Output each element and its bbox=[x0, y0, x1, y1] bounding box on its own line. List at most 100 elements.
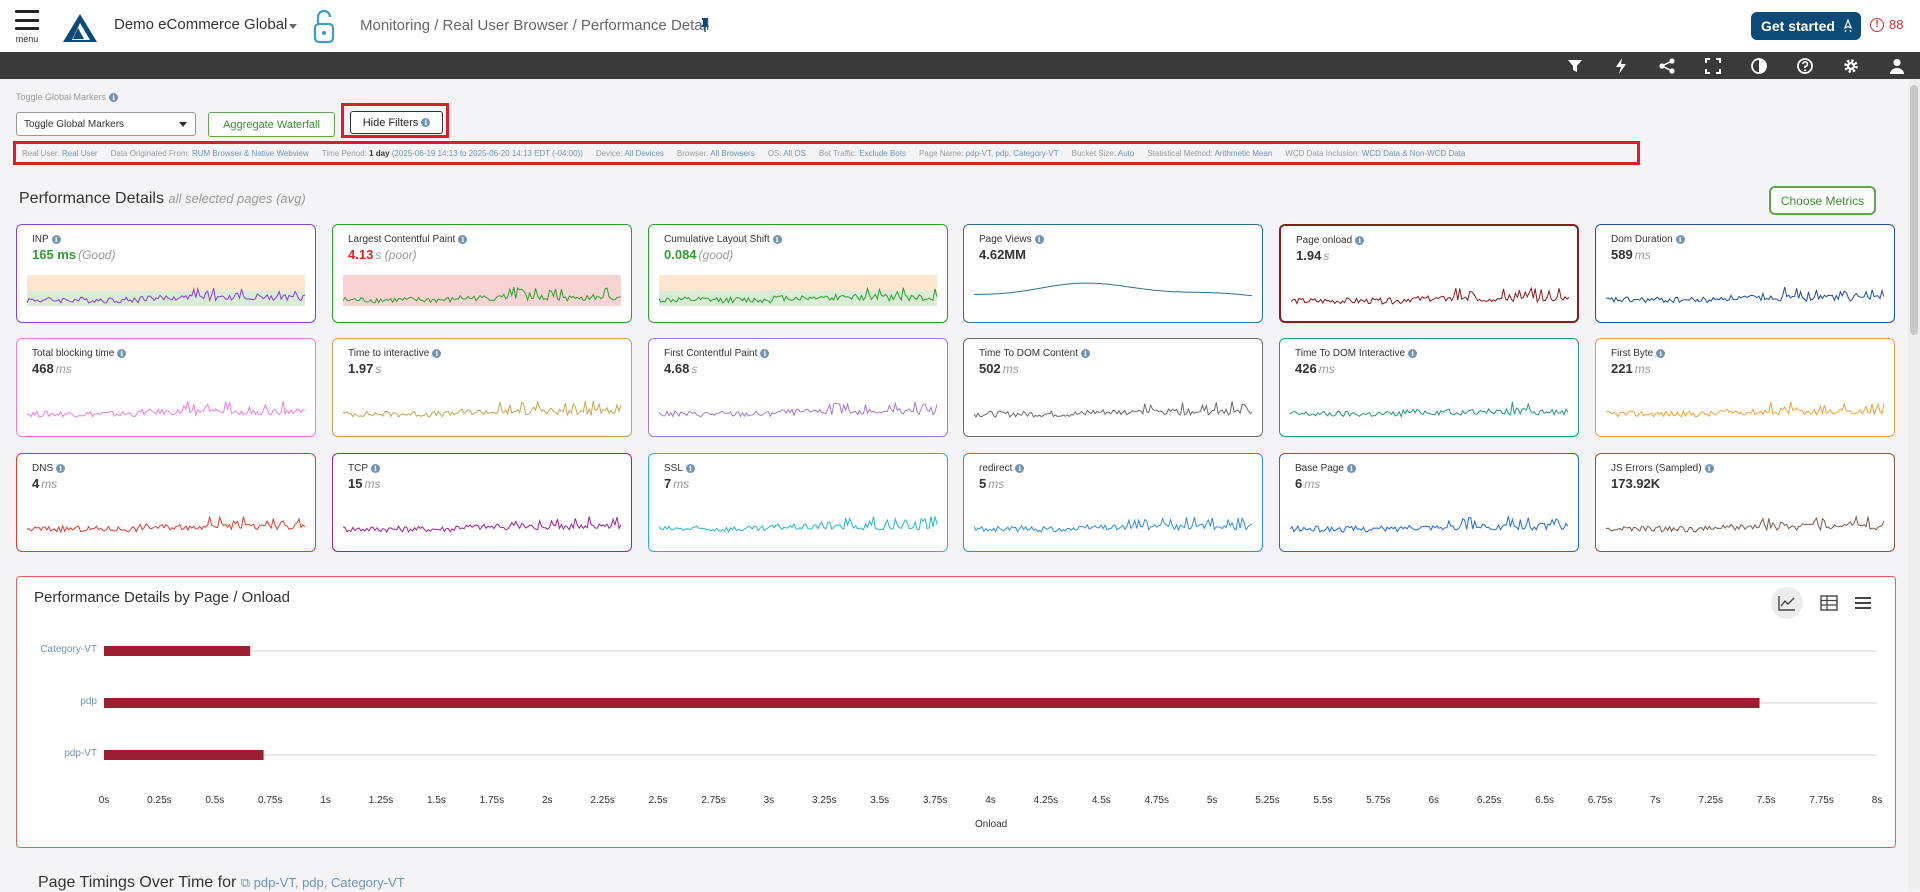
global-markers-value: Toggle Global Markers bbox=[24, 118, 125, 130]
bar-pdp[interactable] bbox=[104, 698, 1760, 708]
metric-value: 4.68 bbox=[664, 361, 690, 376]
info-icon[interactable]: i bbox=[1675, 235, 1685, 244]
info-icon[interactable]: i bbox=[1408, 349, 1418, 358]
info-icon[interactable]: i bbox=[1080, 349, 1090, 358]
metric-sparkline bbox=[1291, 286, 1569, 305]
user-icon[interactable] bbox=[1888, 57, 1906, 75]
info-icon[interactable]: i bbox=[1034, 235, 1044, 244]
category-label[interactable]: pdp-VT bbox=[64, 748, 97, 759]
menu-label: menu bbox=[15, 34, 39, 44]
list-view-button[interactable] bbox=[1847, 587, 1879, 619]
metric-title-text: INP bbox=[32, 234, 49, 245]
table-view-button[interactable] bbox=[1813, 587, 1845, 619]
info-icon[interactable]: i bbox=[1015, 464, 1025, 473]
metric-card[interactable]: Time to interactive i 1.97 s bbox=[332, 338, 632, 437]
global-markers-select[interactable]: Toggle Global Markers bbox=[16, 112, 196, 136]
global-markers-label: Toggle Global Markers i bbox=[16, 92, 119, 102]
info-icon[interactable]: i bbox=[458, 235, 468, 244]
fullscreen-icon[interactable] bbox=[1704, 57, 1722, 75]
lightning-icon[interactable] bbox=[1612, 57, 1630, 75]
metric-card[interactable]: JS Errors (Sampled) i 173.92K bbox=[1595, 453, 1895, 552]
metric-card[interactable]: Time To DOM Content i 502 ms bbox=[963, 338, 1263, 437]
metric-card[interactable]: Total blocking time i 468 ms bbox=[16, 338, 316, 437]
content-area: Toggle Global Markers i Toggle Global Ma… bbox=[0, 79, 1908, 891]
info-icon[interactable]: i bbox=[685, 464, 695, 473]
share-icon[interactable] bbox=[1658, 57, 1676, 75]
metric-title-text: First Contentful Paint bbox=[664, 348, 758, 359]
x-tick-label: 5s bbox=[1206, 795, 1218, 806]
unlock-icon[interactable] bbox=[312, 8, 338, 46]
sparkline-series bbox=[343, 516, 621, 533]
metric-card[interactable]: Largest Contentful Paint i 4.13 s (poor) bbox=[332, 224, 632, 323]
pin-icon[interactable] bbox=[698, 17, 712, 33]
metric-title-text: Dom Duration bbox=[1611, 234, 1673, 245]
metric-card[interactable]: Base Page i 6 ms bbox=[1279, 453, 1579, 552]
metric-unit: ms bbox=[1002, 362, 1019, 376]
page-timings-pages-link[interactable]: ⧉ pdp-VT, pdp, Category-VT bbox=[240, 875, 405, 890]
info-icon[interactable]: i bbox=[1355, 236, 1365, 245]
metric-title-text: TCP bbox=[348, 463, 368, 474]
info-icon[interactable]: i bbox=[51, 235, 61, 244]
performance-details-title: Performance Details all selected pages (… bbox=[19, 190, 306, 208]
category-label[interactable]: Category-VT bbox=[40, 644, 97, 655]
active-filters-bar[interactable]: Real User: Real User Data Originated From… bbox=[13, 141, 1640, 165]
hide-filters-button[interactable]: Hide Filters i bbox=[350, 111, 443, 134]
get-started-button[interactable]: Get started bbox=[1751, 12, 1861, 40]
info-icon[interactable]: i bbox=[772, 235, 782, 244]
metric-card[interactable]: INP i 165 ms (Good) bbox=[16, 224, 316, 323]
info-icon[interactable]: i bbox=[1346, 464, 1356, 473]
category-label[interactable]: pdp bbox=[80, 696, 97, 707]
info-icon[interactable]: i bbox=[117, 349, 127, 358]
logo-icon[interactable] bbox=[62, 12, 98, 44]
menu-button[interactable]: menu bbox=[12, 10, 42, 48]
info-icon[interactable]: i bbox=[432, 349, 442, 358]
vertical-scrollbar[interactable] bbox=[1908, 79, 1920, 890]
info-icon[interactable]: i bbox=[760, 349, 770, 358]
performance-details-heading: Performance Details bbox=[19, 190, 164, 207]
metric-card[interactable]: redirect i 5 ms bbox=[963, 453, 1263, 552]
metric-card[interactable]: Dom Duration i 589 ms bbox=[1595, 224, 1895, 323]
metric-unit: ms bbox=[1634, 362, 1651, 376]
org-dropdown-icon[interactable] bbox=[289, 24, 297, 29]
info-icon[interactable]: i bbox=[1704, 464, 1714, 473]
info-icon[interactable]: i bbox=[56, 464, 66, 473]
line-chart-view-button[interactable] bbox=[1771, 587, 1803, 619]
bar-pdp-vt[interactable] bbox=[104, 750, 264, 760]
x-tick-label: 2.75s bbox=[701, 795, 726, 806]
filter-key: Real User: bbox=[22, 148, 60, 158]
metric-title-text: redirect bbox=[979, 463, 1013, 474]
metric-card[interactable]: First Contentful Paint i 4.68 s bbox=[648, 338, 948, 437]
metric-sparkline bbox=[659, 401, 937, 418]
metric-card[interactable]: Page onload i 1.94 s bbox=[1279, 224, 1579, 323]
metric-card[interactable]: SSL i 7 ms bbox=[648, 453, 948, 552]
metric-card[interactable]: Time To DOM Interactive i 426 ms bbox=[1279, 338, 1579, 437]
aggregate-waterfall-button[interactable]: Aggregate Waterfall bbox=[208, 112, 335, 137]
scrollbar-thumb[interactable] bbox=[1910, 85, 1918, 335]
org-name[interactable]: Demo eCommerce Global bbox=[114, 16, 288, 33]
metric-card[interactable]: Cumulative Layout Shift i 0.084 (good) bbox=[648, 224, 948, 323]
metric-sparkline bbox=[343, 275, 621, 306]
x-tick-label: 1s bbox=[320, 795, 331, 806]
sparkline-series bbox=[1606, 286, 1884, 304]
list-icon bbox=[1855, 597, 1871, 609]
info-icon[interactable]: i bbox=[371, 464, 380, 473]
alerts-indicator[interactable]: ! 88 bbox=[1870, 17, 1903, 32]
sparkline-series bbox=[1291, 286, 1569, 305]
metric-card[interactable]: DNS i 4 ms bbox=[16, 453, 316, 552]
x-tick-label: 5.5s bbox=[1313, 795, 1333, 806]
info-icon[interactable]: i bbox=[109, 92, 119, 102]
metric-card[interactable]: First Byte i 221 ms bbox=[1595, 338, 1895, 437]
bar-category-vt[interactable] bbox=[104, 646, 251, 656]
metric-sparkline bbox=[659, 516, 937, 533]
metric-card[interactable]: TCP i 15 ms bbox=[332, 453, 632, 552]
choose-metrics-button[interactable]: Choose Metrics bbox=[1769, 186, 1876, 215]
metric-value-row: 589 ms bbox=[1611, 247, 1651, 262]
gear-icon[interactable] bbox=[1842, 57, 1860, 75]
metric-sparkline bbox=[1606, 401, 1884, 418]
metric-value: 1.94 bbox=[1296, 248, 1322, 263]
info-icon[interactable]: i bbox=[1656, 349, 1666, 358]
help-icon[interactable] bbox=[1796, 57, 1814, 75]
metric-card[interactable]: Page Views i 4.62MM bbox=[963, 224, 1263, 323]
filter-icon[interactable] bbox=[1566, 57, 1584, 75]
contrast-icon[interactable] bbox=[1750, 57, 1768, 75]
